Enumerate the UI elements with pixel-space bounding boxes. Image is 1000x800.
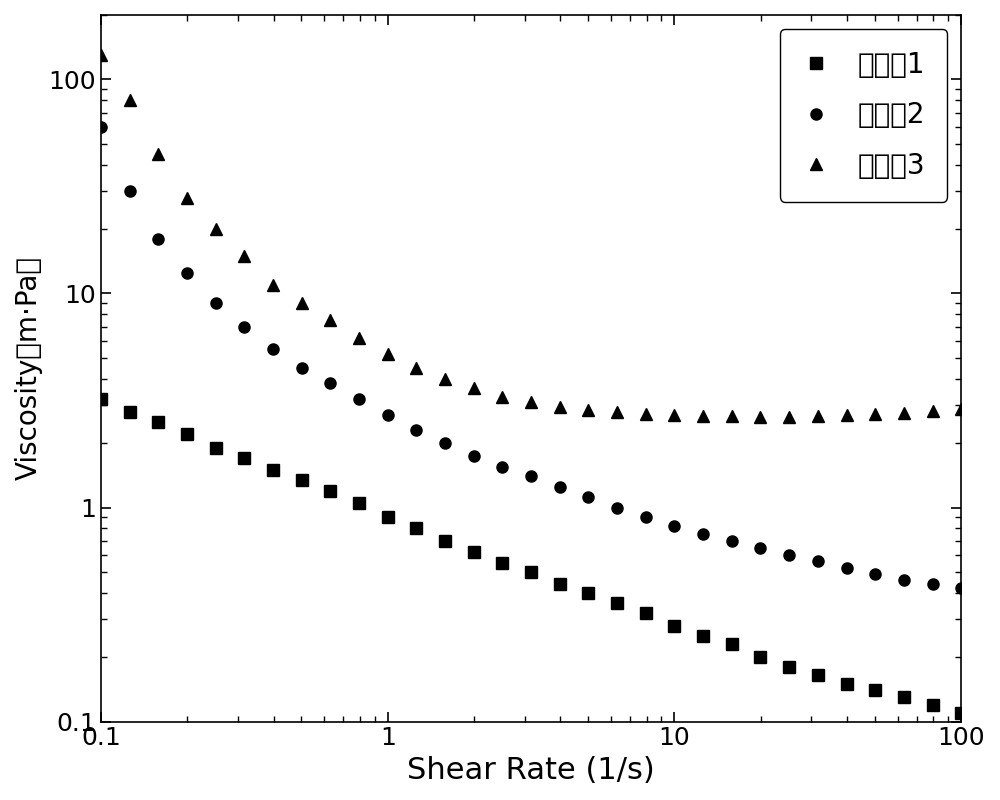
实施例1 xyxy=(353,498,365,508)
实施例2 xyxy=(927,579,939,589)
实施例3 xyxy=(124,95,136,105)
实施例3 xyxy=(210,224,222,234)
实施例2 xyxy=(668,521,680,530)
实施例1 xyxy=(238,454,250,463)
实施例1 xyxy=(210,443,222,453)
实施例2 xyxy=(697,530,709,539)
实施例1 xyxy=(296,475,308,485)
实施例2 xyxy=(95,122,107,132)
实施例1 xyxy=(124,407,136,417)
实施例3 xyxy=(611,408,623,418)
实施例2 xyxy=(468,450,480,460)
实施例1 xyxy=(640,609,652,618)
实施例2 xyxy=(324,378,336,388)
实施例2 xyxy=(124,186,136,196)
实施例1 xyxy=(382,513,394,522)
实施例3 xyxy=(554,402,566,412)
实施例3 xyxy=(468,384,480,394)
实施例1 xyxy=(812,670,824,680)
实施例1 xyxy=(927,700,939,710)
实施例1 xyxy=(554,579,566,589)
实施例1 xyxy=(496,558,508,568)
实施例2 xyxy=(267,344,279,354)
Line: 实施例3: 实施例3 xyxy=(95,50,967,422)
实施例3 xyxy=(439,374,451,383)
实施例3 xyxy=(841,410,853,420)
实施例3 xyxy=(582,406,594,415)
实施例1 xyxy=(152,418,164,427)
实施例2 xyxy=(439,438,451,448)
实施例1 xyxy=(181,430,193,439)
实施例2 xyxy=(353,394,365,404)
实施例1 xyxy=(611,598,623,607)
实施例1 xyxy=(955,708,967,718)
实施例3 xyxy=(267,280,279,290)
实施例2 xyxy=(783,550,795,560)
实施例2 xyxy=(410,426,422,435)
实施例3 xyxy=(410,363,422,373)
实施例3 xyxy=(496,392,508,402)
实施例2 xyxy=(582,492,594,502)
实施例3 xyxy=(812,411,824,421)
实施例1 xyxy=(468,547,480,557)
实施例2 xyxy=(841,563,853,573)
实施例3 xyxy=(783,412,795,422)
实施例3 xyxy=(697,411,709,421)
实施例3 xyxy=(898,408,910,418)
实施例3 xyxy=(324,315,336,325)
Line: 实施例1: 实施例1 xyxy=(95,394,967,718)
实施例2 xyxy=(152,234,164,244)
Legend: 实施例1, 实施例2, 实施例3: 实施例1, 实施例2, 实施例3 xyxy=(780,29,947,202)
实施例3 xyxy=(726,411,738,421)
实施例2 xyxy=(296,363,308,373)
实施例1 xyxy=(525,567,537,577)
实施例3 xyxy=(296,298,308,308)
实施例1 xyxy=(582,588,594,598)
实施例1 xyxy=(783,662,795,672)
实施例3 xyxy=(927,406,939,416)
实施例3 xyxy=(955,405,967,414)
实施例2 xyxy=(812,557,824,566)
实施例2 xyxy=(210,298,222,308)
实施例3 xyxy=(640,410,652,419)
实施例1 xyxy=(726,639,738,649)
Y-axis label: Viscosity（m·Pa）: Viscosity（m·Pa） xyxy=(15,256,43,480)
实施例2 xyxy=(496,462,508,471)
实施例2 xyxy=(726,536,738,546)
实施例3 xyxy=(525,398,537,407)
Line: 实施例2: 实施例2 xyxy=(95,122,967,594)
X-axis label: Shear Rate (1/s): Shear Rate (1/s) xyxy=(407,756,655,785)
实施例1 xyxy=(898,692,910,702)
实施例1 xyxy=(439,536,451,546)
实施例2 xyxy=(382,410,394,420)
实施例3 xyxy=(353,333,365,342)
实施例3 xyxy=(754,412,766,422)
实施例3 xyxy=(668,410,680,420)
实施例3 xyxy=(181,193,193,202)
实施例1 xyxy=(697,632,709,642)
实施例1 xyxy=(754,652,766,662)
实施例2 xyxy=(611,502,623,512)
实施例2 xyxy=(238,322,250,331)
实施例1 xyxy=(869,686,881,695)
实施例3 xyxy=(238,251,250,261)
实施例3 xyxy=(95,50,107,60)
实施例3 xyxy=(869,410,881,419)
实施例1 xyxy=(410,523,422,533)
实施例2 xyxy=(754,542,766,552)
实施例2 xyxy=(869,569,881,578)
实施例1 xyxy=(267,465,279,474)
实施例3 xyxy=(152,149,164,158)
实施例2 xyxy=(898,575,910,585)
实施例1 xyxy=(841,679,853,689)
实施例2 xyxy=(640,513,652,522)
实施例1 xyxy=(668,621,680,630)
实施例3 xyxy=(382,350,394,359)
实施例2 xyxy=(525,471,537,481)
实施例2 xyxy=(955,583,967,593)
实施例1 xyxy=(324,486,336,495)
实施例2 xyxy=(554,482,566,491)
实施例1 xyxy=(95,394,107,404)
实施例2 xyxy=(181,268,193,278)
